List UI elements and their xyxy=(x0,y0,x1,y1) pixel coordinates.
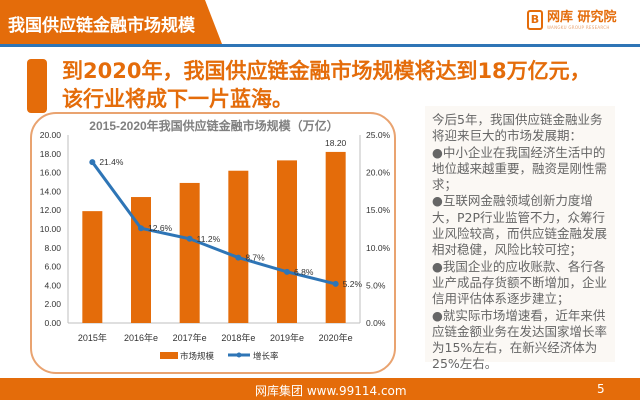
y-left-tick-label: 14.00 xyxy=(40,186,62,196)
headline: 到2020年，我国供应链金融市场规模将达到18万亿元， 该行业将成下一片蓝海。 xyxy=(62,57,591,113)
y-right-tick-label: 25.0% xyxy=(366,130,391,140)
y-right-tick-label: 20.0% xyxy=(366,168,391,178)
y-right-tick-label: 0.0% xyxy=(366,318,386,328)
line-data-label: 5.2% xyxy=(343,279,363,289)
legend-line-marker xyxy=(236,352,242,358)
bar xyxy=(179,182,200,323)
description-point: ●中小企业在我国经济生活中的地位越来越重要，融资是刚性需求； xyxy=(432,144,608,193)
growth-line xyxy=(91,161,337,286)
description-point: ●互联网金融领域创新力度增大，P2P行业监管不力，众筹行业风险较高，而供应链金融… xyxy=(432,193,608,258)
bar xyxy=(228,170,249,323)
logo-sub: WANGKU GROUP RESEARCH xyxy=(547,24,610,30)
logo: B 网库 研究院 WANGKU GROUP RESEARCH xyxy=(527,10,617,30)
logo-icon: B xyxy=(527,10,543,30)
line-point xyxy=(138,225,144,232)
line-point xyxy=(284,268,290,275)
header-tab xyxy=(0,0,222,44)
description-point: ●我国企业的应收账款、各行各业产成品存货额不断增加，企业信用评估体系逐步建立； xyxy=(432,258,608,307)
chart-frame xyxy=(30,112,396,374)
y-right-tick-label: 10.0% xyxy=(366,243,391,253)
y-left-tick-label: 16.00 xyxy=(40,168,62,178)
y-left-tick-label: 4.00 xyxy=(44,280,61,290)
line-data-label: 12.6% xyxy=(148,223,173,233)
y-left-tick-label: 20.00 xyxy=(40,130,62,140)
bar-data-label: 18.20 xyxy=(325,138,347,148)
header-divider xyxy=(0,44,640,47)
bar xyxy=(325,151,346,323)
line-point xyxy=(332,280,339,287)
legend-bar-label: 市场规模 xyxy=(180,351,215,361)
headline-accent xyxy=(27,59,47,113)
line-data-label: 6.8% xyxy=(294,267,314,277)
y-left-tick-label: 0.00 xyxy=(44,318,61,328)
footer: 网库集团 www.99114.com 5 xyxy=(0,378,640,400)
slide-title: 我国供应链金融市场规模 xyxy=(8,16,195,36)
bar xyxy=(82,211,103,323)
footer-text: 网库集团 www.99114.com xyxy=(255,384,407,398)
x-tick-label: 2017年e xyxy=(173,332,207,343)
headline-line2: 该行业将成下一片蓝海。 xyxy=(62,87,293,111)
x-tick-label: 2015年 xyxy=(78,332,107,343)
x-tick-label: 2019年e xyxy=(270,332,304,343)
description-box: 今后5年，我国供应链金融业务将迎来巨大的市场发展期： ●中小企业在我国经济生活中… xyxy=(425,106,615,371)
headline-line1: 到2020年，我国供应链金融市场规模将达到18万亿元， xyxy=(62,59,591,83)
y-left-tick-label: 10.00 xyxy=(40,224,62,234)
y-right-tick-label: 15.0% xyxy=(366,205,391,215)
x-tick-label: 2018年e xyxy=(221,332,255,343)
y-left-tick-label: 6.00 xyxy=(44,262,61,272)
line-point xyxy=(235,254,242,261)
y-right-tick-label: 5.0% xyxy=(366,280,386,290)
y-left-tick-label: 12.00 xyxy=(40,205,62,215)
y-left-tick-label: 2.00 xyxy=(44,299,61,309)
bar xyxy=(131,197,151,323)
line-point xyxy=(186,235,193,242)
y-left-tick-label: 18.00 xyxy=(40,149,62,159)
page-number: 5 xyxy=(597,382,605,396)
description-point: ●就实际市场增速看，近年来供应链金额业务在发达国家增长率为15%左右，在新兴经济… xyxy=(432,307,608,372)
x-tick-label: 2016年e xyxy=(124,332,158,343)
logo-name: 网库 研究院 xyxy=(547,9,617,25)
line-data-label: 11.2% xyxy=(197,234,221,244)
x-tick-label: 2020年e xyxy=(319,332,353,343)
line-point xyxy=(89,159,96,166)
chart-title: 2015-2020年我国供应链金融市场规模（万亿） xyxy=(89,118,338,133)
legend-bar-swatch xyxy=(160,352,178,359)
line-data-label: 21.4% xyxy=(99,157,124,167)
y-left-tick-label: 8.00 xyxy=(44,243,61,253)
bar xyxy=(277,160,297,323)
legend-line-label: 增长率 xyxy=(253,351,279,361)
description-intro: 今后5年，我国供应链金融业务将迎来巨大的市场发展期： xyxy=(432,112,603,144)
line-data-label: 8.7% xyxy=(245,253,265,263)
